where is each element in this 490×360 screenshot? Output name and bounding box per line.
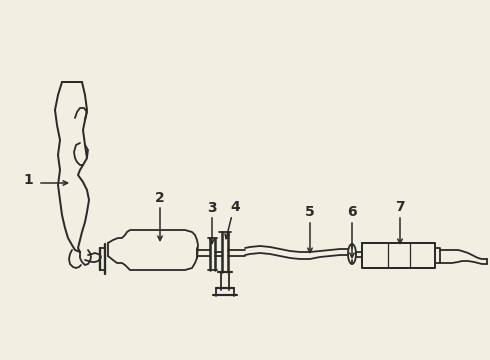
Text: 2: 2 [155, 191, 165, 205]
Text: 5: 5 [305, 205, 315, 219]
Text: 1: 1 [23, 173, 33, 187]
Text: 7: 7 [395, 200, 405, 214]
Text: 4: 4 [230, 200, 240, 214]
Text: 3: 3 [207, 201, 217, 215]
Text: 6: 6 [347, 205, 357, 219]
